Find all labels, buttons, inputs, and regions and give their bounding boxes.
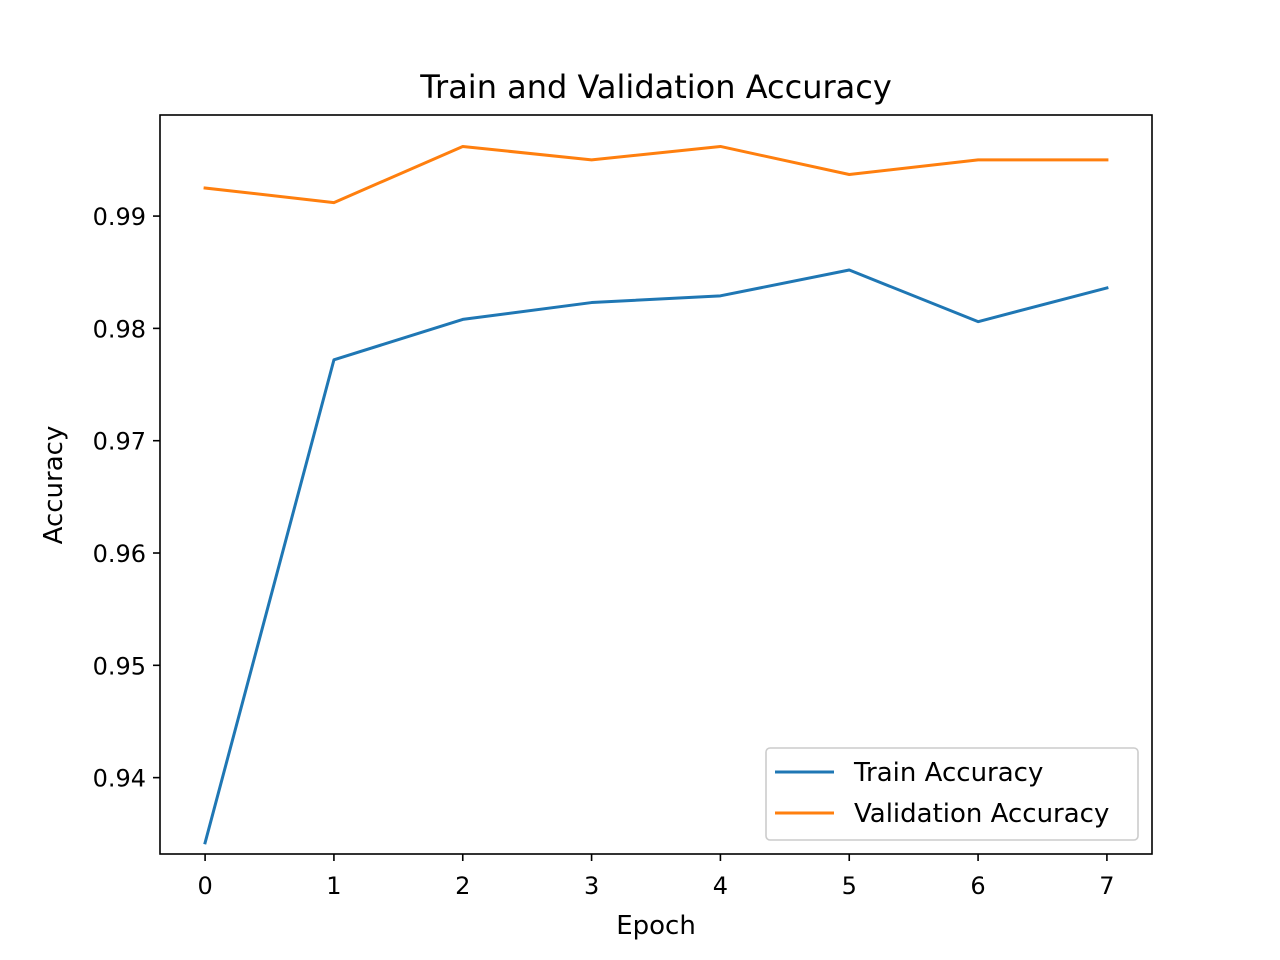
x-tick-label: 2	[455, 872, 470, 900]
x-tick-label: 5	[842, 872, 857, 900]
legend-box	[765, 747, 1139, 841]
chart-title: Train and Validation Accuracy	[419, 68, 892, 106]
y-tick-label: 0.98	[93, 315, 146, 343]
legend-label-train: Train Accuracy	[853, 758, 1043, 788]
y-axis-ticks: 0.94 0.95 0.96 0.97 0.98 0.99	[93, 203, 160, 793]
y-axis-label: Accuracy	[39, 426, 69, 545]
x-tick-label: 1	[326, 872, 341, 900]
series-line-validation-accuracy	[203, 144, 1109, 205]
plot-frame	[159, 114, 1153, 855]
x-tick-label: 3	[584, 872, 599, 900]
y-tick-label: 0.99	[93, 203, 146, 231]
x-tick-label: 6	[970, 872, 985, 900]
series-lines	[203, 144, 1109, 845]
x-tick-label: 4	[713, 872, 728, 900]
legend-label-validation: Validation Accuracy	[854, 799, 1109, 829]
y-tick-label: 0.97	[93, 428, 146, 456]
x-tick-label: 0	[197, 872, 212, 900]
series-line-train-accuracy	[203, 268, 1109, 845]
x-axis-ticks: 0 1 2 3 4 5 6 7	[197, 854, 1115, 900]
y-tick-label: 0.94	[93, 765, 146, 793]
y-tick-label: 0.95	[93, 652, 146, 680]
legend: Train Accuracy Validation Accuracy	[765, 747, 1139, 841]
x-tick-label: 7	[1099, 872, 1114, 900]
x-axis-label: Epoch	[616, 911, 696, 941]
y-tick-label: 0.96	[93, 540, 146, 568]
